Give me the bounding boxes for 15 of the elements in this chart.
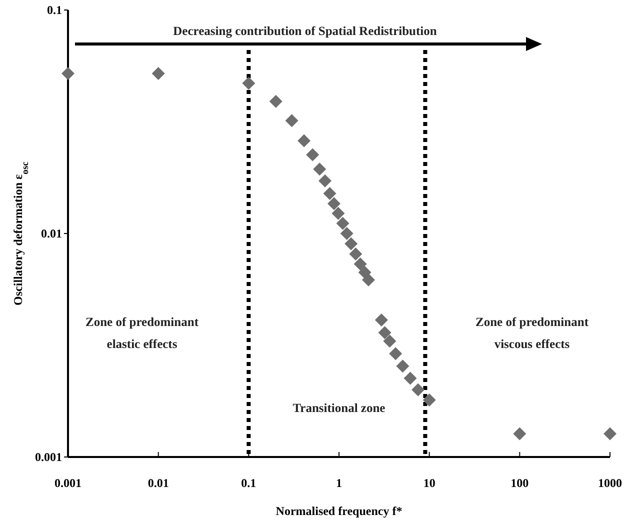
x-tick-label: 1 xyxy=(336,476,342,490)
x-tick-label: 0.1 xyxy=(241,476,256,490)
annotation: Transitional zone xyxy=(292,401,386,415)
annotation: Decreasing contribution of Spatial Redistribution xyxy=(173,24,437,38)
x-tick-label: 0.01 xyxy=(148,476,169,490)
x-tick-label: 10 xyxy=(423,476,436,490)
y-tick-label: 0.001 xyxy=(35,450,62,464)
x-axis-title: Normalised frequency f* xyxy=(276,504,402,518)
x-tick-label: 0.001 xyxy=(54,476,82,490)
y-tick-label: 0.1 xyxy=(47,3,62,17)
x-tick-label: 1000 xyxy=(598,476,622,490)
x-tick-label: 100 xyxy=(510,476,529,490)
annotation: Zone of predominant viscous effects xyxy=(476,315,590,351)
annotation: Zone of predominant elastic effects xyxy=(86,315,200,351)
y-tick-label: 0.01 xyxy=(41,226,62,240)
